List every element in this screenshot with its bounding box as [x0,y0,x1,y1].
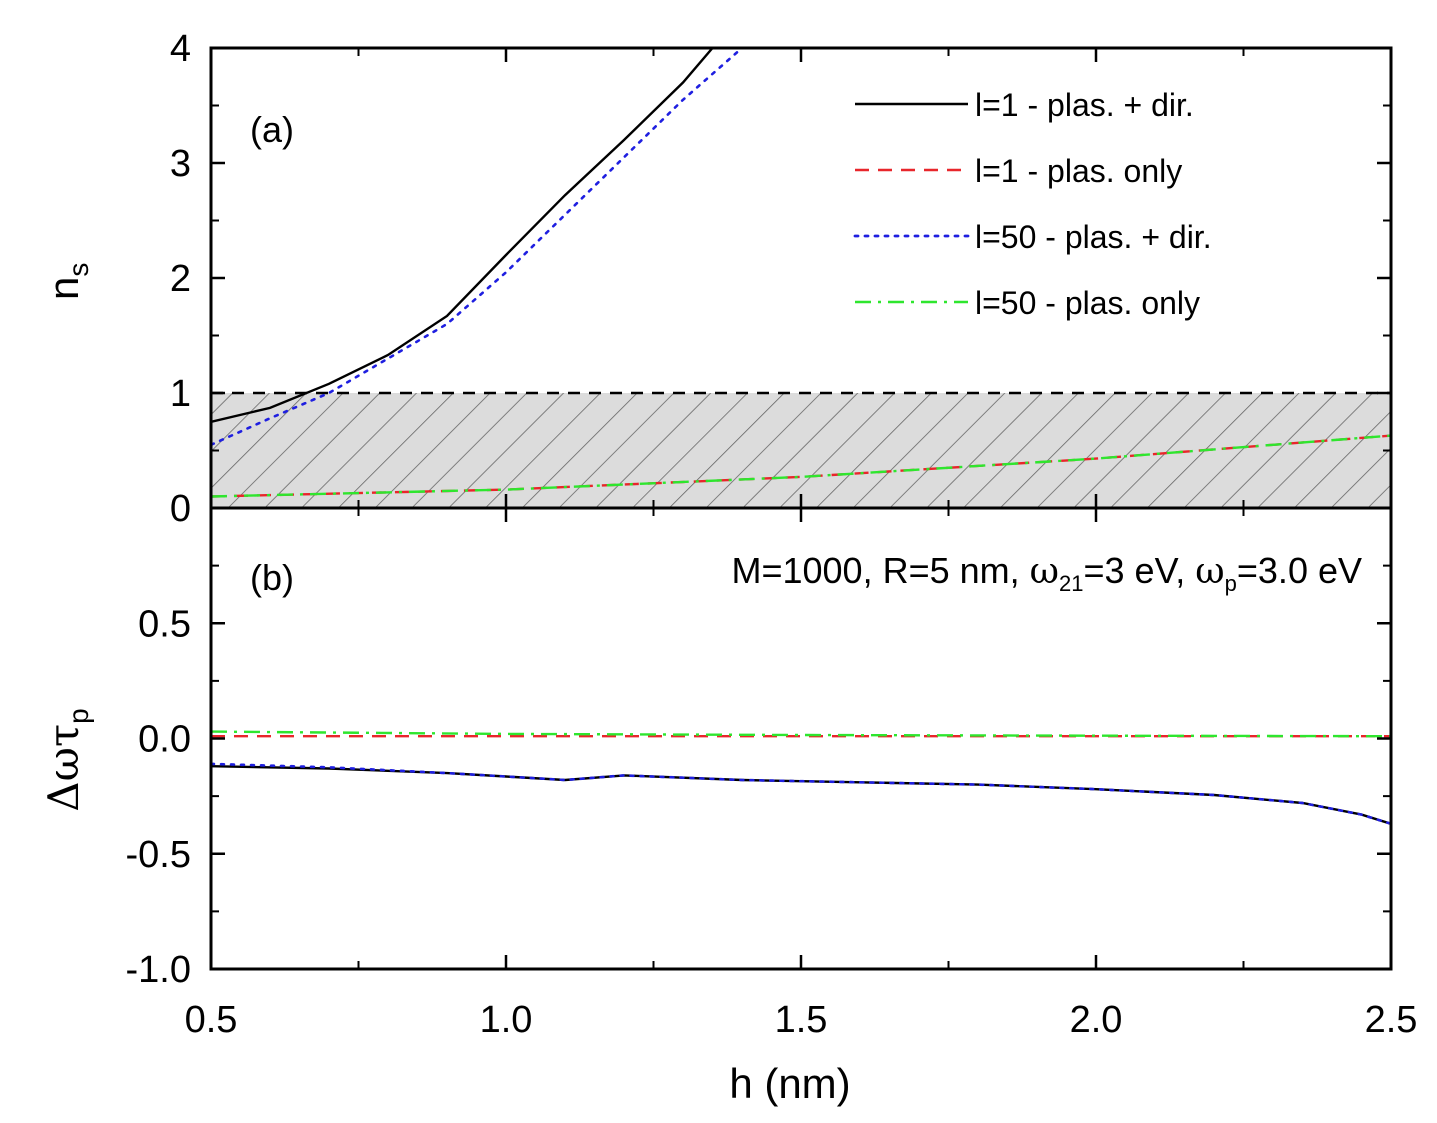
x-tick-label: 1.0 [480,999,533,1041]
panel-b-series-l-50-plas-only [211,730,1391,738]
panel-a-label: (a) [250,109,294,150]
annotation-prefix: M=1000, R=5 nm, [731,550,1029,591]
panel-a-series-l-1-plas-only [211,434,1391,498]
panel-a-series-l-1-plas-dir [211,48,714,423]
panel-b-frame [209,506,1393,971]
x-tick-label: 2.5 [1365,999,1418,1041]
panel-b: (b) M=1000, R=5 nm, ω21=3 eV, ωp=3.0 eV … [39,508,1417,1107]
shaded-region-below-threshold [211,393,1391,508]
panel-b-y-axis-title: Δωτp [39,708,94,811]
x-tick-label: 1.5 [775,999,828,1041]
legend-label-l-1-plas-dir: l=1 - plas. + dir. [975,87,1194,123]
panel-a-y-tick-label: 1 [170,373,191,415]
annotation-omegap-sub: p [1225,571,1237,596]
panel-b-y-axis-title-main: Δωτ [39,724,88,812]
annotation-omega21-sub: 21 [1059,571,1083,596]
panel-b-y-ticks: -1.0 -0.5 0.0 0.5 [126,564,1391,991]
panel-a-series-group [211,48,1391,498]
panel-b-annotation: M=1000, R=5 nm, ω21=3 eV, ωp=3.0 eV [731,550,1362,596]
panel-a-series-l-50-plas-dir [211,48,744,447]
panel-a-y-tick-label: 2 [170,258,191,300]
legend-label-l-1-plas-only: l=1 - plas. only [975,153,1182,189]
x-axis-title: h (nm) [729,1060,850,1107]
annotation-omegap-symbol: ω [1195,551,1224,592]
legend-label-l-50-plas-only: l=50 - plas. only [975,285,1200,321]
panel-b-y-tick-label: -1.0 [126,949,191,991]
panel-a-legend: l=1 - plas. + dir. l=1 - plas. only l=50 -… [853,87,1212,321]
annotation-omega21-value: =3 eV, [1084,550,1196,591]
legend-label-l-50-plas-dir: l=50 - plas. + dir. [975,219,1212,255]
panel-a-y-tick-label: 0 [170,488,191,530]
panel-b-y-tick-label: 0.5 [138,603,191,645]
panel-a-y-axis-title: ns [40,263,94,300]
panel-a-y-tick-label: 3 [170,143,191,185]
panel-b-x-ticks: 0.5 1.0 1.5 2.0 2.5 [185,508,1418,1041]
panel-b-y-tick-label: -0.5 [126,834,191,876]
annotation-omegap-value: =3.0 eV [1237,550,1362,591]
x-tick-label: 2.0 [1070,999,1123,1041]
x-tick-label: 0.5 [185,999,238,1041]
panel-b-y-axis-title-sub: p [63,708,94,724]
panel-a-y-tick-label: 4 [170,28,191,70]
panel-a-y-axis-title-sub: s [63,263,94,277]
panel-a: (a) l=1 - plas. + dir.l=1 - plas. onlyl=… [40,28,1393,530]
panel-b-series-group [211,730,1391,826]
panel-a-y-axis-title-main: n [40,277,87,300]
panel-b-series-l-50-plas-dir [211,762,1391,826]
annotation-omega21-symbol: ω [1030,551,1059,592]
panel-b-y-tick-label: 0.0 [138,719,191,761]
panel-b-label: (b) [250,557,294,598]
